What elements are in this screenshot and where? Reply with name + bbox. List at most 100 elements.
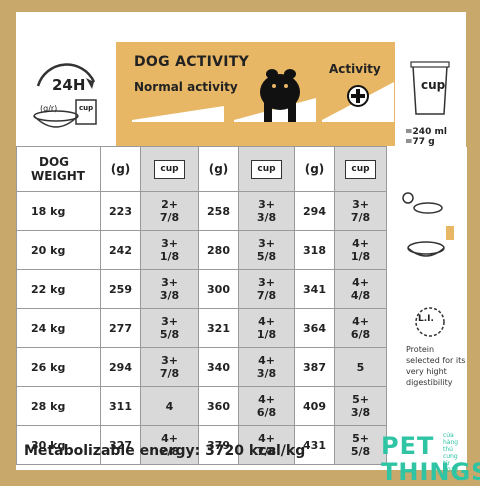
cups-fraction: 3/8 (256, 367, 277, 380)
grams-cell: 379 (198, 425, 239, 465)
bowl-24h-icon (33, 63, 97, 128)
cups-whole: 3+ (161, 237, 178, 250)
activity-title: DOG ACTIVITY (134, 54, 250, 70)
activity-header: DOG ACTIVITY Normal activity Activity (116, 42, 395, 146)
tagline-line-1: cửa hàng (443, 432, 459, 446)
protein-note: Protein selected for its very hight dige… (406, 345, 466, 387)
logo-tagline: cửa hàng thú cưng từ 2013 (443, 432, 466, 474)
grams-cell: 294 (294, 191, 335, 231)
cup-ml: =240 ml (405, 127, 447, 137)
dog-weight-cell: 26 kg (16, 347, 101, 387)
cup-small-label: cup (79, 104, 94, 112)
plus-circle-icon (347, 85, 369, 107)
cups-whole: 5+ (352, 393, 369, 406)
table-header-row: DOG WEIGHT (g) cup (g) cup (g) cup (16, 146, 467, 192)
cups-whole: 3+ (161, 315, 178, 328)
grams-cell: 387 (294, 347, 335, 387)
tagline-line-3: từ 2013 (443, 460, 459, 474)
cups-whole: 4+ (258, 432, 275, 445)
cups-cell: 3+ 5/8 (238, 230, 295, 270)
grams-cell: 258 (198, 191, 239, 231)
cup-grams: =77 g (405, 137, 435, 147)
grams-cell: 280 (198, 230, 239, 270)
side-spacer (386, 146, 467, 192)
grams-header-3: (g) (294, 146, 335, 192)
measuring-cup-icon (410, 61, 450, 115)
cups-cell: 3+ 3/8 (140, 269, 199, 309)
cup-header: cup =240 ml =77 g (395, 42, 466, 147)
cups-cell: 4+ 4/8 (334, 269, 387, 309)
cups-cell: 4+ 2/8 (140, 425, 199, 465)
cups-fraction: 7/8 (159, 211, 180, 224)
grams-cell: 327 (100, 425, 141, 465)
cups-whole: 5+ (352, 432, 369, 445)
cup-header-label: cup (421, 78, 446, 92)
grams-header-1: (g) (100, 146, 141, 192)
cups-whole: 3+ (258, 198, 275, 211)
cups-fraction: 7/8 (256, 445, 277, 458)
side-spacer (386, 425, 467, 465)
table-row: 30 kg 327 4+ 2/8 379 4+ 7/8 431 5+ 5/8 (16, 425, 467, 465)
normal-activity-label: Normal activity (134, 80, 238, 94)
activity-label: Activity (329, 62, 381, 76)
grams-cell: 242 (100, 230, 141, 270)
side-spacer (386, 191, 467, 231)
cup-header-2: cup (238, 146, 295, 192)
grams-cell: 294 (100, 347, 141, 387)
dog-weight-cell: 18 kg (16, 191, 101, 231)
dog-weight-header: DOG WEIGHT (16, 146, 101, 192)
cups-whole: 3+ (161, 354, 178, 367)
logo-pet: PET (381, 432, 435, 460)
table-row: 26 kg 294 3+ 7/8 340 4+ 3/8 387 5 (16, 347, 467, 387)
table-row: 22 kg 259 3+ 3/8 300 3+ 7/8 341 4+ 4/8 (16, 269, 467, 309)
grams-cell: 360 (198, 386, 239, 426)
cups-fraction: 1/8 (350, 250, 371, 263)
grams-cell: 321 (198, 308, 239, 348)
cups-cell: 3+ 7/8 (238, 269, 295, 309)
cups-whole: 4 (165, 399, 174, 413)
tagline-line-2: thú cưng (443, 446, 458, 460)
dog-label: DOG (39, 155, 70, 169)
grams-cell: 341 (294, 269, 335, 309)
cups-fraction: 2/8 (159, 445, 180, 458)
cups-cell: 5+ 3/8 (334, 386, 387, 426)
grams-cell: 318 (294, 230, 335, 270)
side-spacer (386, 308, 467, 348)
sun-moon-bowl-icon (402, 192, 454, 257)
cups-cell: 4 (140, 386, 199, 426)
cups-cell: 3+ 7/8 (334, 191, 387, 231)
cups-fraction: 6/8 (256, 406, 277, 419)
cups-fraction: 3/8 (159, 289, 180, 302)
li-icon (415, 307, 445, 337)
grams-cell: 223 (100, 191, 141, 231)
cups-whole: 4+ (352, 315, 369, 328)
cups-fraction: 7/8 (350, 211, 371, 224)
side-spacer (386, 386, 467, 426)
table-row: 24 kg 277 3+ 5/8 321 4+ 1/8 364 4+ 6/8 (16, 308, 467, 348)
grams-cell: 431 (294, 425, 335, 465)
cups-cell: 4+ 6/8 (334, 308, 387, 348)
cup-header-1: cup (140, 146, 199, 192)
grams-cell: 364 (294, 308, 335, 348)
cups-cell: 4+ 6/8 (238, 386, 295, 426)
cup-icon-1: cup (154, 159, 185, 179)
cups-whole: 4+ (258, 393, 275, 406)
cups-whole: 4+ (161, 432, 178, 445)
table-body: 18 kg 223 2+ 7/8 258 3+ 3/8 294 3+ 7/8 20 kg 242 3+ 1… (16, 191, 467, 465)
dog-weight-cell: 24 kg (16, 308, 101, 348)
cups-whole: 3+ (161, 276, 178, 289)
h24-label: 24H (52, 76, 86, 94)
cups-fraction: 5/8 (256, 250, 277, 263)
grams-cell: 340 (198, 347, 239, 387)
grams-header-2: (g) (198, 146, 239, 192)
cups-whole: 4+ (352, 237, 369, 250)
weight-label: WEIGHT (31, 169, 85, 183)
dog-weight-cell: 22 kg (16, 269, 101, 309)
li-label: L.I. (418, 314, 434, 324)
dog-weight-cell: 20 kg (16, 230, 101, 270)
daily-ration-header: 24H (g/r) cup (16, 42, 116, 146)
cups-cell: 3+ 3/8 (238, 191, 295, 231)
cups-fraction: 6/8 (350, 328, 371, 341)
cups-cell: 5 (334, 347, 387, 387)
feeding-panel: 24H (g/r) cup DOG ACTIVITY Normal activi… (16, 12, 480, 486)
